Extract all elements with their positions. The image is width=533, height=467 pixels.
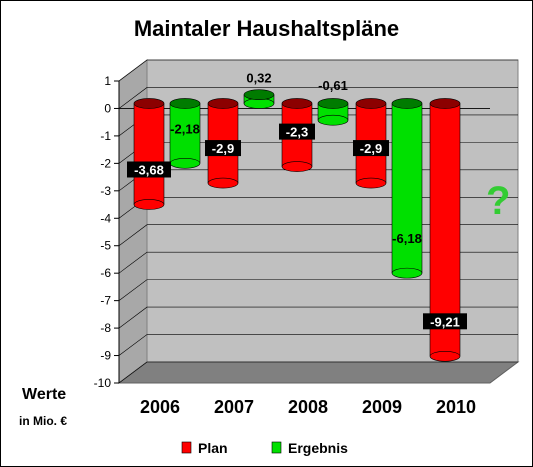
data-label-bg (423, 313, 467, 330)
legend-swatch-ergebnis (271, 441, 282, 454)
y-tick-label: -7 (100, 294, 111, 308)
legend: Plan Ergebnis (181, 440, 348, 456)
gridline (118, 306, 518, 329)
x-category-label: 2008 (288, 397, 328, 417)
bar-ergebnis-2008 (317, 98, 349, 126)
bar-bottom-cap (355, 177, 387, 189)
y-tick-label: 1 (104, 74, 111, 88)
bar-bottom-cap (169, 158, 201, 169)
legend-label-ergebnis: Ergebnis (288, 440, 348, 456)
x-category-label: 2009 (362, 397, 402, 417)
y-tick-label: -8 (100, 321, 111, 335)
y-axis-label: Werte (22, 386, 66, 403)
bar-top-cap (391, 98, 423, 109)
data-label: -9,21 (430, 314, 460, 329)
bar-body (134, 103, 164, 205)
gridline (118, 87, 518, 109)
bar-plan-2006 (133, 98, 165, 210)
data-label-bg (205, 140, 241, 157)
data-label: -2,9 (212, 141, 234, 156)
data-label-bg (127, 161, 171, 178)
y-tick-label: -10 (94, 376, 112, 390)
gridline (118, 334, 518, 356)
data-label: -6,18 (392, 231, 422, 246)
bar-body (170, 103, 200, 164)
data-label: -3,68 (134, 162, 164, 177)
bar-top-cap (243, 89, 275, 100)
chart-title: Maintaler Haushaltspläne (133, 16, 400, 41)
x-category-label: 2010 (436, 397, 476, 417)
bar-bottom-cap (317, 114, 349, 126)
bar-bottom-cap (133, 199, 165, 210)
x-axis: 2006 2007 2008 2009 2010 (140, 397, 476, 417)
y-axis-unit: in Mio. € (19, 414, 67, 428)
bar-ergebnis-2006 (169, 98, 201, 169)
data-label-bg (279, 123, 315, 140)
x-category-label: 2007 (214, 397, 254, 417)
legend-swatch-plan (181, 441, 192, 454)
y-tick-label: -5 (100, 239, 111, 253)
bar-top-cap (133, 98, 165, 109)
bar-top-cap (317, 98, 349, 109)
bar-bottom-cap (207, 177, 239, 189)
bar-bottom-cap (429, 351, 461, 362)
legend-label-plan: Plan (198, 440, 228, 456)
data-label: -2,18 (170, 121, 200, 136)
bar-top-cap (355, 98, 387, 109)
gridline (118, 59, 518, 82)
y-tick-label: 0 (104, 101, 111, 115)
bar-top-cap (281, 98, 313, 109)
data-label: -2,3 (286, 125, 308, 140)
data-labels: -3,68 -2,18 -2,9 0,32 -2,3 -0,61 -2,9 -6,18 -9,2… (127, 71, 467, 330)
bar-bottom-cap (391, 267, 423, 279)
y-tick-label: -3 (100, 184, 111, 198)
gridline (118, 279, 518, 301)
data-label: -0,61 (318, 78, 348, 93)
bar-ergebnis-2009 (391, 98, 423, 279)
data-label: -2,9 (360, 141, 382, 156)
bar-top-cap (169, 98, 201, 109)
x-category-label: 2006 (140, 397, 180, 417)
y-tick-label: -9 (100, 349, 111, 363)
bar-bottom-cap (281, 161, 313, 172)
y-tick-label: -4 (100, 211, 111, 225)
annotation-question-mark: ? (486, 179, 510, 223)
data-label: 0,32 (246, 71, 271, 86)
y-tick-label: -1 (100, 129, 111, 143)
bar-top-cap (429, 98, 461, 109)
bar-body (392, 103, 422, 274)
data-label-bg (353, 140, 389, 157)
plot-floor (117, 361, 520, 384)
bar-ergebnis-2007 (243, 89, 275, 109)
bar-top-cap (207, 98, 239, 109)
y-tick-label: -2 (100, 156, 111, 170)
y-tick-label: -6 (100, 266, 111, 280)
y-axis: 1 0 -1 -2 -3 -4 -5 -6 -7 -8 -9 -10 (94, 74, 119, 390)
gridline (118, 361, 518, 384)
